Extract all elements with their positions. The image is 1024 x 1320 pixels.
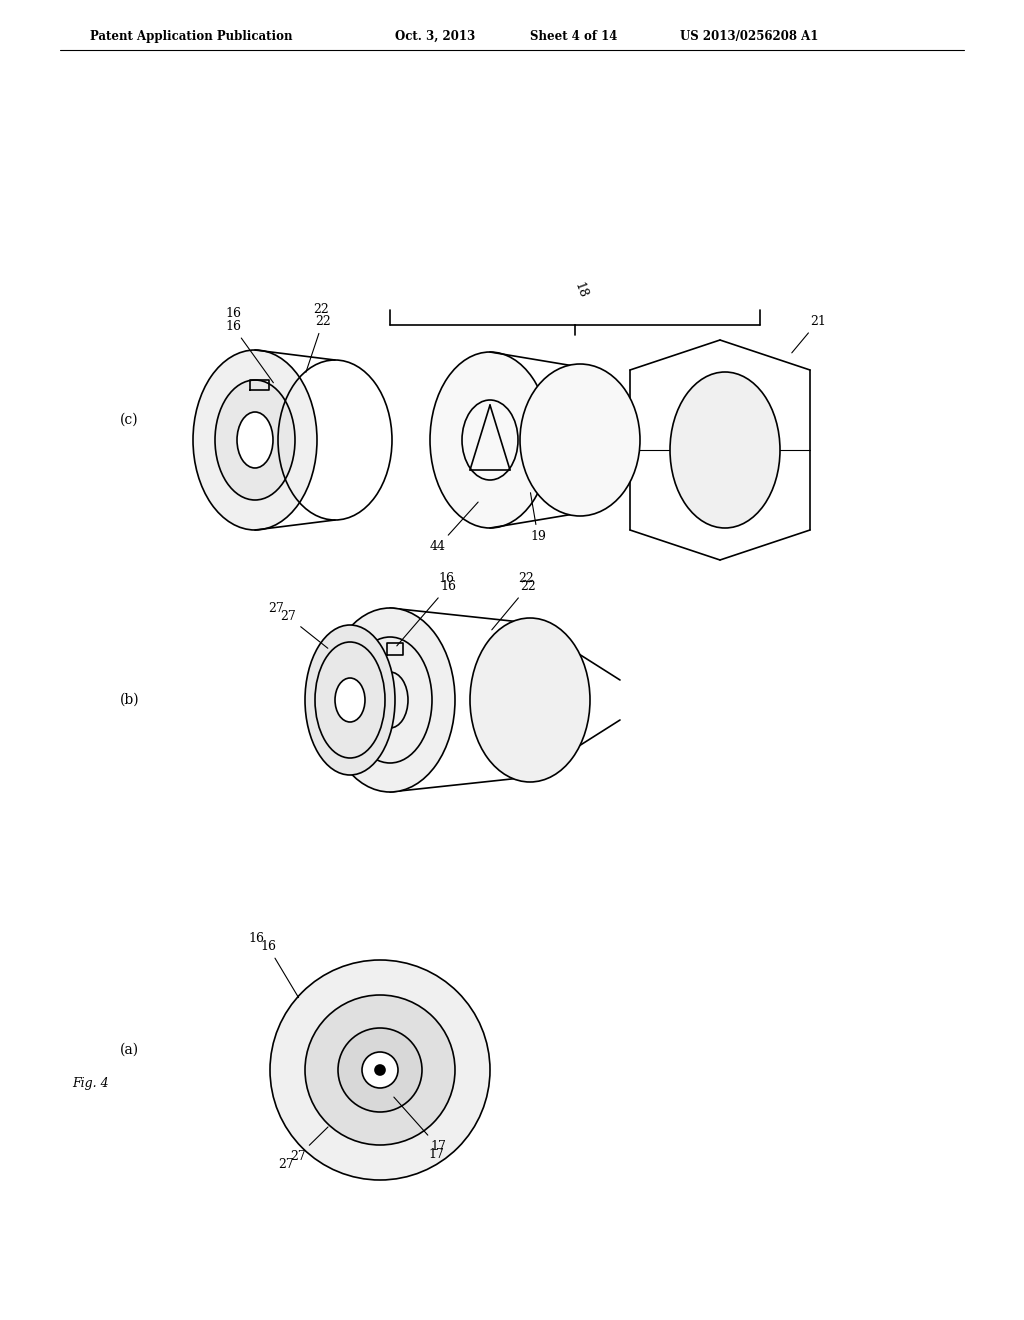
Text: 44: 44 — [430, 502, 478, 553]
Ellipse shape — [670, 372, 780, 528]
Text: 17: 17 — [394, 1097, 445, 1152]
Text: (a): (a) — [120, 1043, 139, 1057]
Text: 16: 16 — [248, 932, 264, 945]
Text: 21: 21 — [792, 315, 826, 352]
Text: Sheet 4 of 14: Sheet 4 of 14 — [530, 30, 617, 44]
Text: 19: 19 — [530, 492, 546, 543]
Ellipse shape — [470, 618, 590, 781]
Ellipse shape — [237, 412, 273, 469]
Text: 27: 27 — [280, 610, 328, 648]
Text: 22: 22 — [306, 315, 331, 372]
Ellipse shape — [430, 352, 550, 528]
Text: 16: 16 — [438, 572, 454, 585]
Text: 16: 16 — [225, 319, 273, 383]
Ellipse shape — [215, 380, 295, 500]
Text: 16: 16 — [260, 940, 299, 998]
Ellipse shape — [335, 678, 365, 722]
Text: 18: 18 — [571, 281, 589, 300]
Text: 27: 27 — [290, 1127, 328, 1163]
Text: Patent Application Publication: Patent Application Publication — [90, 30, 293, 44]
Text: (b): (b) — [120, 693, 139, 708]
Text: 22: 22 — [313, 304, 329, 315]
Text: 27: 27 — [268, 602, 284, 615]
Text: 27: 27 — [278, 1158, 294, 1171]
Text: (c): (c) — [120, 413, 138, 426]
Text: 22: 22 — [518, 572, 534, 585]
Ellipse shape — [305, 624, 395, 775]
Ellipse shape — [542, 430, 578, 470]
Text: Oct. 3, 2013: Oct. 3, 2013 — [395, 30, 475, 44]
Text: 16: 16 — [225, 308, 241, 319]
Ellipse shape — [375, 1065, 385, 1074]
Text: 22: 22 — [492, 579, 536, 630]
Ellipse shape — [193, 350, 317, 531]
Ellipse shape — [362, 1052, 398, 1088]
Ellipse shape — [305, 995, 455, 1144]
Text: Fig. 4: Fig. 4 — [72, 1077, 109, 1090]
Text: US 2013/0256208 A1: US 2013/0256208 A1 — [680, 30, 818, 44]
Text: 16: 16 — [397, 579, 456, 645]
Text: 17: 17 — [428, 1148, 443, 1162]
Ellipse shape — [520, 364, 640, 516]
Ellipse shape — [325, 609, 455, 792]
Ellipse shape — [338, 1028, 422, 1111]
Ellipse shape — [270, 960, 490, 1180]
